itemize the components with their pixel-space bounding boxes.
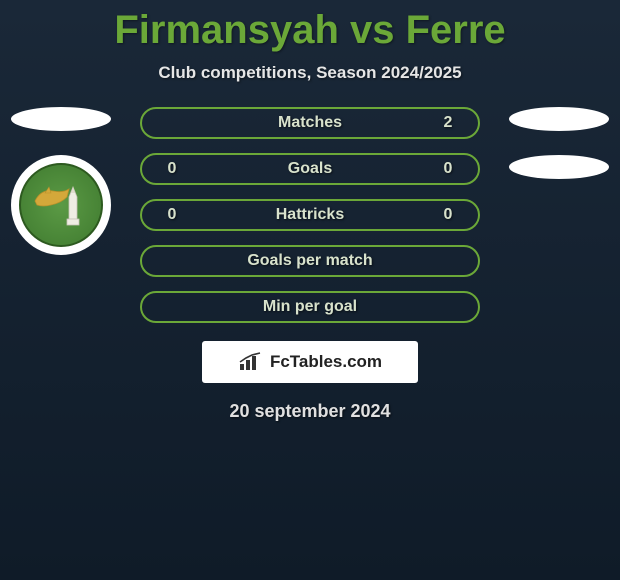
right-club-silhouette — [509, 155, 609, 179]
stat-row-hattricks: 0 Hattricks 0 — [140, 199, 480, 231]
right-player-column — [504, 107, 614, 179]
stat-row-goals-per-match: Goals per match — [140, 245, 480, 277]
stats-list: Matches 2 0 Goals 0 0 Hattricks 0 Goals … — [140, 107, 480, 323]
stat-label: Goals per match — [182, 252, 438, 270]
stat-label: Hattricks — [182, 206, 438, 224]
stat-label: Matches — [182, 114, 438, 132]
monument-icon — [63, 185, 83, 227]
stat-right-value: 2 — [438, 114, 458, 132]
page-subtitle: Club competitions, Season 2024/2025 — [0, 63, 620, 83]
left-club-logo: RSEBA — [11, 155, 111, 255]
stat-left-value: 0 — [162, 206, 182, 224]
left-player-silhouette — [11, 107, 111, 131]
bar-chart-icon — [238, 352, 264, 372]
brand-attribution: FcTables.com — [202, 341, 418, 383]
comparison-panel: RSEBA Matche — [0, 107, 620, 422]
brand-name: FcTables.com — [270, 352, 382, 372]
right-player-silhouette — [509, 107, 609, 131]
stat-row-matches: Matches 2 — [140, 107, 480, 139]
stat-right-value: 0 — [438, 206, 458, 224]
stat-label: Min per goal — [182, 298, 438, 316]
stat-row-goals: 0 Goals 0 — [140, 153, 480, 185]
club-crest — [19, 163, 103, 247]
snapshot-date: 20 september 2024 — [0, 401, 620, 422]
stat-row-min-per-goal: Min per goal — [140, 291, 480, 323]
left-player-column: RSEBA — [6, 107, 116, 255]
stat-label: Goals — [182, 160, 438, 178]
stat-right-value: 0 — [438, 160, 458, 178]
stat-left-value: 0 — [162, 160, 182, 178]
page-title: Firmansyah vs Ferre — [0, 0, 620, 53]
